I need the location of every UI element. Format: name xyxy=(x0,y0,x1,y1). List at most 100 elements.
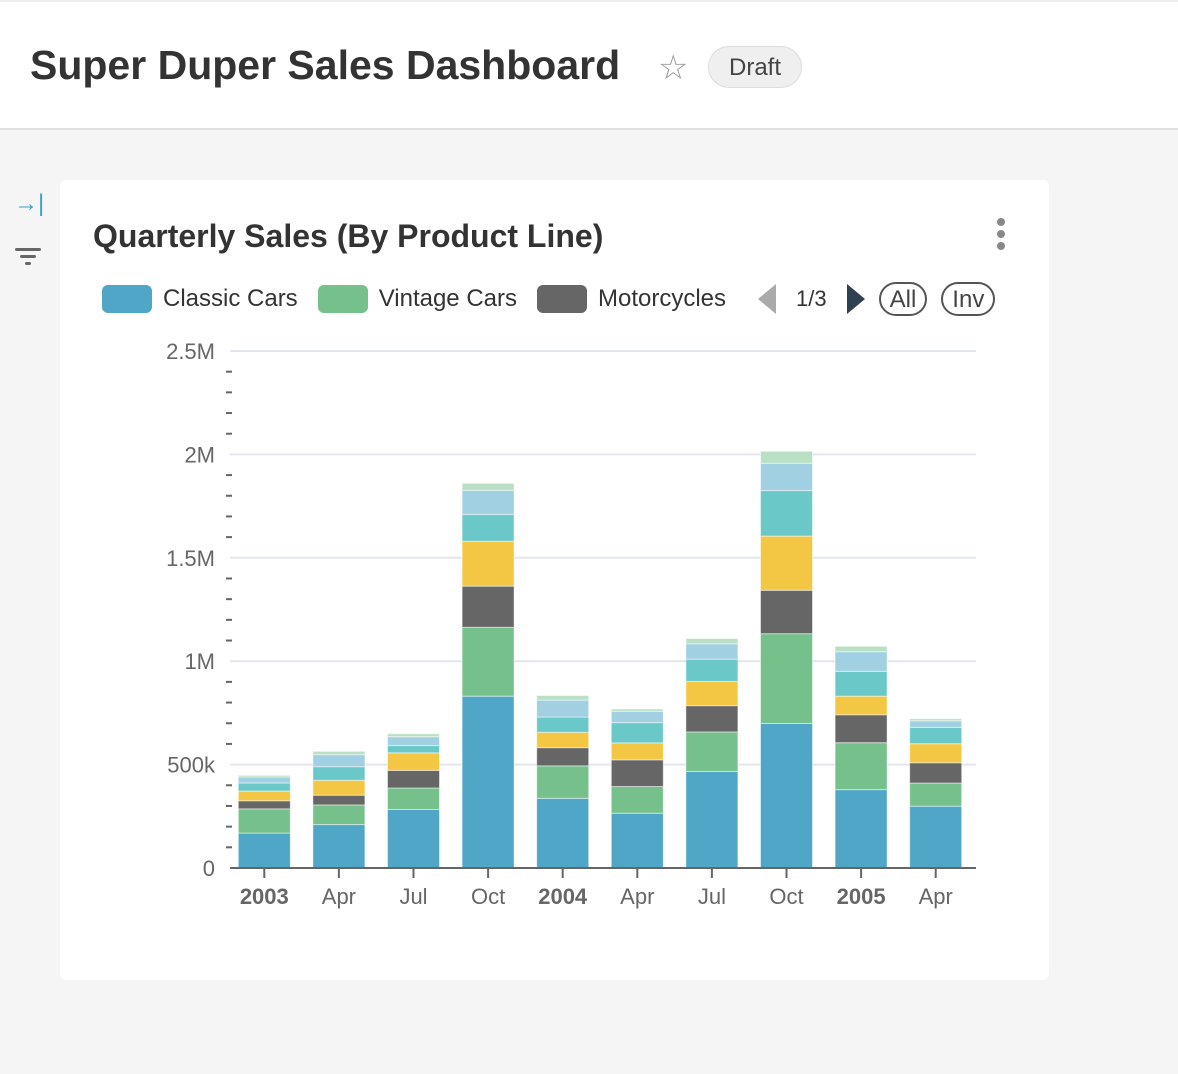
bar-segment xyxy=(461,489,515,515)
bar-segment xyxy=(610,812,664,869)
legend-pager: 1/3 All Inv xyxy=(758,282,996,316)
bar-segment xyxy=(909,762,963,784)
bar-segment xyxy=(387,787,440,810)
bar-segment xyxy=(387,752,440,771)
bar-segment xyxy=(536,695,590,701)
legend-invert-button[interactable]: Inv xyxy=(941,282,996,316)
chart-legend: Classic Cars Vintage Cars Motorcycles 1/… xyxy=(102,280,996,318)
legend-select-all-button[interactable]: All xyxy=(878,282,928,316)
bar-segment xyxy=(909,782,963,807)
bar-segment xyxy=(760,722,813,869)
bar-segment xyxy=(685,643,739,660)
y-tick-label: 2.5M xyxy=(166,339,215,364)
bar-segment xyxy=(909,718,963,722)
x-tick-label: Oct xyxy=(769,884,803,909)
bar-segment xyxy=(760,633,813,724)
bar-segment xyxy=(760,462,813,492)
legend-item-classic-cars[interactable]: Classic Cars xyxy=(102,285,298,313)
favorite-star-icon[interactable]: ☆ xyxy=(658,49,689,87)
more-options-icon[interactable] xyxy=(995,218,1007,254)
x-tick-label: Apr xyxy=(919,884,953,909)
bar-segment xyxy=(610,786,664,814)
bar-segment xyxy=(536,797,590,869)
bar-segment xyxy=(237,800,291,810)
legend-prev-icon[interactable] xyxy=(758,284,777,314)
x-tick-label: Oct xyxy=(471,884,505,909)
bar-segment xyxy=(237,782,291,792)
bar-segment xyxy=(685,731,739,772)
bar-segment xyxy=(834,742,888,791)
bar-segment xyxy=(834,789,888,869)
bar-segment xyxy=(312,794,366,806)
legend-page: 1/3 xyxy=(796,286,827,311)
bar-segment xyxy=(610,742,664,761)
legend-next-icon[interactable] xyxy=(846,284,865,314)
x-tick-label: Jul xyxy=(399,884,427,909)
bar-segment xyxy=(610,710,664,724)
bar-segment xyxy=(312,824,366,869)
bar-segment xyxy=(834,651,888,672)
bar-segment xyxy=(685,637,739,645)
legend-label: Vintage Cars xyxy=(378,285,517,312)
bar-segment xyxy=(834,695,888,716)
status-badge: Draft xyxy=(708,46,803,88)
y-tick-label: 1.5M xyxy=(166,546,215,571)
bar-segment xyxy=(760,535,813,591)
legend-label: Motorcycles xyxy=(598,285,727,312)
bar-segment xyxy=(760,450,813,464)
bar-segment xyxy=(461,585,515,628)
legend-swatch xyxy=(317,285,368,313)
x-tick-label: Apr xyxy=(620,884,654,909)
bar-segment xyxy=(536,716,590,733)
bar-segment xyxy=(312,779,366,796)
bar-segment xyxy=(685,680,739,707)
legend-swatch xyxy=(102,285,152,313)
bar-segment xyxy=(461,513,515,542)
bar-segment xyxy=(536,765,590,799)
bar-segment xyxy=(909,720,963,728)
bar-segment xyxy=(610,759,664,788)
y-tick-label: 1M xyxy=(184,649,215,674)
bar-segment xyxy=(909,726,963,745)
bar-segment xyxy=(312,754,366,768)
bar-segment xyxy=(237,790,291,802)
bar-segment xyxy=(387,736,440,747)
bar-segment xyxy=(237,776,291,784)
dashboard-header: Super Duper Sales Dashboard ☆ Draft xyxy=(0,0,1178,130)
x-tick-label: 2004 xyxy=(538,884,588,909)
legend-item-motorcycles[interactable]: Motorcycles xyxy=(537,285,726,313)
bar-segment xyxy=(909,805,963,869)
legend-label: Classic Cars xyxy=(163,285,298,312)
legend-item-vintage-cars[interactable]: Vintage Cars xyxy=(317,285,517,313)
bar-segment xyxy=(312,750,366,756)
bar-segment xyxy=(760,589,813,635)
bar-segment xyxy=(387,808,440,869)
bar-segment xyxy=(237,774,291,778)
x-tick-label: Jul xyxy=(698,884,726,909)
bar-segment xyxy=(312,804,366,826)
y-tick-label: 0 xyxy=(203,856,215,881)
bar-segment xyxy=(536,731,590,749)
bar-segment xyxy=(610,708,664,712)
bar-segment xyxy=(461,695,515,869)
x-tick-label: 2003 xyxy=(240,884,289,909)
bar-segment xyxy=(461,626,515,697)
bar-segment xyxy=(760,490,813,537)
filter-icon[interactable] xyxy=(14,248,42,269)
expand-panel-icon[interactable]: →| xyxy=(14,190,45,217)
bar-segment xyxy=(387,745,440,754)
y-tick-label: 2M xyxy=(184,442,215,467)
bar-segment xyxy=(237,808,291,834)
bar-segment xyxy=(909,743,963,764)
bar-segment xyxy=(610,722,664,744)
bar-segment xyxy=(461,540,515,587)
y-tick-label: 500k xyxy=(167,753,216,778)
bar-segment xyxy=(461,482,515,491)
chart-title: Quarterly Sales (By Product Line) xyxy=(93,218,604,254)
bar-segment xyxy=(685,705,739,733)
page-title: Super Duper Sales Dashboard xyxy=(30,42,621,88)
bar-segment xyxy=(536,699,590,718)
bar-segment xyxy=(834,714,888,744)
bar-segment xyxy=(834,645,888,653)
